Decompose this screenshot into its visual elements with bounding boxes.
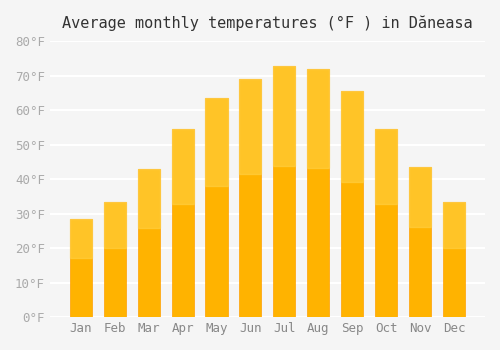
Bar [409, 167, 432, 227]
Bar [240, 79, 262, 174]
Bar [70, 219, 92, 258]
Bar [172, 129, 194, 317]
Bar [104, 202, 126, 248]
Bar [409, 167, 432, 317]
Bar [342, 91, 363, 182]
Bar [274, 65, 295, 166]
Title: Average monthly temperatures (°F ) in Dăneasa: Average monthly temperatures (°F ) in Dă… [62, 15, 472, 30]
Bar [375, 129, 398, 204]
Bar [308, 69, 330, 168]
Bar [443, 202, 465, 317]
Bar [375, 129, 398, 317]
Bar [104, 202, 126, 317]
Bar [308, 69, 330, 317]
Bar [443, 202, 465, 248]
Bar [206, 98, 228, 317]
Bar [70, 219, 92, 317]
Bar [206, 98, 228, 186]
Bar [172, 129, 194, 204]
Bar [274, 65, 295, 317]
Bar [138, 169, 160, 228]
Bar [240, 79, 262, 317]
Bar [342, 91, 363, 317]
Bar [138, 169, 160, 317]
